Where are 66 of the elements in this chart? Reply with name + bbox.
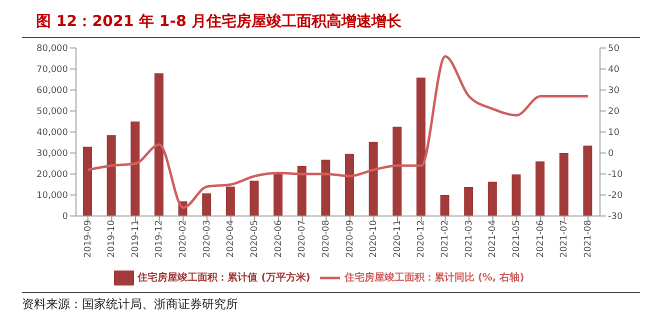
bar: [345, 154, 354, 216]
bar: [368, 142, 378, 216]
x-tick-label: 2021-06: [536, 220, 546, 258]
bar: [559, 153, 568, 216]
x-tick-label: 2020-10: [369, 220, 380, 258]
y2-tick-label: -20: [608, 191, 623, 202]
legend-label: 住宅房屋竣工面积：累计同比 (%, 右轴): [344, 272, 524, 284]
y-tick-label: 40,000: [36, 128, 68, 138]
bar: [464, 187, 474, 216]
y2-tick-label: 30: [608, 86, 620, 96]
x-tick-label: 2021-08: [583, 220, 594, 258]
y2-tick-label: 20: [608, 107, 620, 118]
x-tick-label: 2020-06: [274, 220, 284, 258]
x-tick-label: 2021-05: [512, 220, 522, 258]
bar: [416, 78, 426, 216]
x-tick-label: 2019-10: [107, 220, 118, 258]
bar: [106, 135, 116, 216]
bar: [83, 146, 92, 216]
x-tick-label: 2020-11: [392, 220, 403, 258]
y-tick-label: 60,000: [36, 86, 68, 96]
bar: [440, 195, 450, 216]
bar: [297, 166, 306, 216]
bar: [392, 126, 402, 216]
x-tick-label: 2021-03: [464, 220, 474, 258]
text: 资料来源：国家统计局、浙商证券研究所: [22, 296, 239, 313]
x-tick-label: 2021-07: [560, 220, 570, 258]
x-tick-label: 2019-09: [83, 220, 94, 258]
bar: [274, 174, 283, 216]
y-tick-label: 80,000: [36, 44, 68, 54]
y-tick-label: 20,000: [36, 170, 68, 180]
x-tick-label: 2020-09: [345, 220, 356, 258]
y2-tick-label: 10: [608, 128, 620, 138]
bar: [250, 180, 259, 216]
y2-tick-label: -10: [608, 170, 623, 180]
bar: [583, 146, 592, 216]
bar: [202, 193, 212, 216]
x-tick-label: 2020-07: [298, 220, 308, 258]
x-tick-label: 2021-04: [488, 220, 498, 258]
bar: [512, 174, 521, 216]
x-tick-label: 2021-02: [440, 220, 451, 258]
x-tick-label: 2020-08: [321, 220, 332, 258]
x-tick-label: 2020-05: [250, 220, 260, 258]
bar: [130, 122, 140, 216]
y-tick-label: 50,000: [36, 107, 68, 118]
y-tick-label: 0: [62, 212, 68, 222]
x-tick-label: 2020-03: [202, 220, 212, 258]
y2-tick-label: 0: [608, 149, 614, 160]
bar: [154, 73, 164, 216]
legend-label: 住宅房屋竣工面积：累计值 (万平方米): [138, 272, 310, 284]
y2-tick-label: 50: [608, 44, 620, 54]
bar: [321, 160, 330, 216]
y-tick-label: 70,000: [36, 65, 68, 76]
x-tick-label: 2019-12: [154, 220, 165, 258]
bar: [226, 186, 235, 216]
x-tick-label: 2019-11: [130, 220, 141, 258]
line-series: [86, 55, 590, 209]
y2-tick-label: 40: [608, 65, 620, 76]
y2-tick-label: -30: [608, 212, 623, 222]
y-tick-label: 30,000: [36, 149, 68, 160]
bar: [536, 161, 545, 216]
bar: [488, 182, 497, 216]
chart-title: 图 12：2021 年 1-8 月住宅房屋竣工面积高增速增长: [22, 8, 640, 38]
y-tick-label: 10,000: [36, 191, 68, 202]
x-tick-label: 2020-04: [226, 220, 236, 258]
x-tick-label: 2020-02: [178, 220, 189, 258]
x-tick-label: 2020-12: [416, 220, 427, 258]
